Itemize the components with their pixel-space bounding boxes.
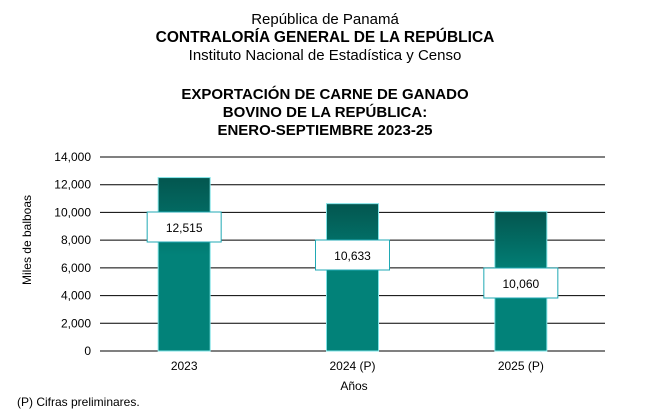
y-axis-ticks: 0 2,000 4,000 6,000 8,000 10,000 12,000 14,000: [54, 150, 91, 358]
data-label: 12,515: [146, 211, 222, 243]
chart-title-line-2: BOVINO DE LA REPÚBLICA:: [222, 104, 428, 121]
data-labels: 12,515 10,633 10,060: [146, 211, 559, 299]
x-axis-label: Años: [340, 379, 367, 393]
data-label-box: [315, 239, 390, 271]
bar-2023: [157, 177, 211, 352]
y-axis-label: Miles de balboas: [20, 195, 34, 285]
chart-title-line-1: EXPORTACIÓN DE CARNE DE GANADO: [181, 86, 469, 103]
header-institute: Instituto Nacional de Estadística y Cens…: [188, 47, 462, 64]
y-tick-label: 10,000: [54, 205, 91, 219]
y-tick-label: 2,000: [61, 316, 91, 330]
y-tick-label: 0: [84, 344, 91, 358]
data-label-text: 10,633: [334, 249, 371, 263]
header-institution: CONTRALORÍA GENERAL DE LA REPÚBLICA: [155, 29, 495, 46]
y-tick-label: 4,000: [61, 289, 91, 303]
x-tick-label: 2023: [171, 359, 198, 373]
x-axis-ticks: 2023 2024 (P) 2025 (P): [171, 359, 544, 373]
x-tick-label: 2025 (P): [498, 359, 544, 373]
data-label-box: [483, 267, 559, 299]
y-tick-label: 12,000: [54, 178, 91, 192]
data-label-box: [146, 211, 222, 243]
y-tick-label: 6,000: [61, 261, 91, 275]
bar-2024-P: [326, 203, 379, 352]
x-tick-label: 2024 (P): [329, 359, 375, 373]
data-label: 10,060: [483, 267, 559, 299]
header-country: República de Panamá: [251, 11, 399, 28]
footnote: (P) Cifras preliminares.: [17, 395, 140, 409]
y-tick-label: 14,000: [54, 150, 91, 164]
data-label: 10,633: [315, 239, 390, 271]
bars: [157, 177, 548, 352]
data-label-text: 10,060: [502, 277, 539, 291]
y-tick-label: 8,000: [61, 233, 91, 247]
chart-title-line-3: ENERO-SEPTIEMBRE 2023-25: [217, 122, 433, 139]
data-label-text: 12,515: [166, 221, 203, 235]
